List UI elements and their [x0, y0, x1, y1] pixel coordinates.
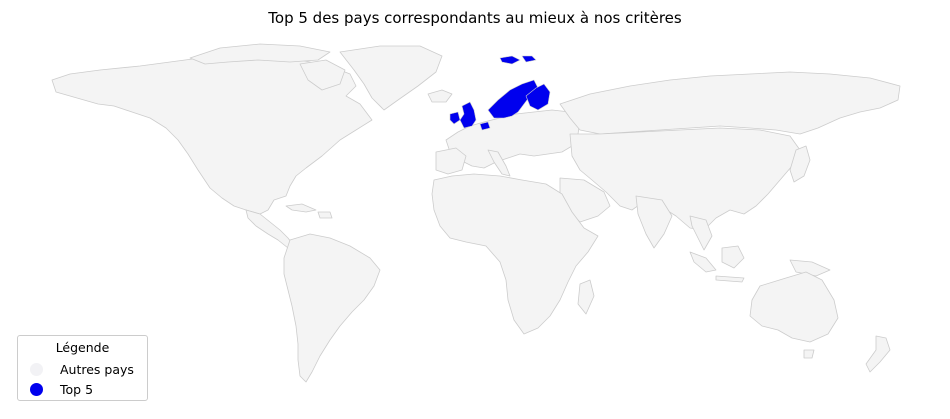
legend-item-autres-pays: Autres pays [30, 360, 134, 378]
baffin-island [299, 59, 346, 91]
legend-marker-icon [30, 362, 43, 376]
central-america [245, 209, 295, 249]
map-legend: Légende Autres pays Top 5 [17, 335, 148, 401]
legend-marker-icon [30, 382, 43, 396]
japan [789, 145, 811, 183]
legend-item-top-5: Top 5 [30, 380, 93, 398]
asia [569, 127, 801, 231]
south-america [283, 233, 381, 383]
tasmania [803, 349, 815, 359]
africa [431, 173, 599, 335]
new-zealand [865, 335, 891, 373]
hispaniola [317, 211, 333, 219]
map-title: Top 5 des pays correspondants au mieux à… [268, 9, 682, 27]
new-guinea [789, 259, 831, 277]
legend-title: Légende [55, 340, 110, 355]
indochina [689, 215, 713, 251]
iberia [435, 147, 467, 175]
finland-shape [525, 83, 551, 111]
legend-label: Top 5 [60, 381, 94, 397]
svalbard-2 [521, 55, 537, 63]
cuba [285, 203, 317, 213]
great-britain [459, 101, 477, 129]
svalbard [499, 55, 521, 65]
sumatra [689, 251, 717, 273]
iceland [427, 89, 453, 103]
ireland [449, 111, 461, 125]
top5-countries [449, 55, 551, 131]
greenland [339, 45, 443, 111]
italy [487, 149, 511, 177]
java [715, 275, 745, 283]
australia [749, 271, 839, 343]
legend-label: Autres pays [60, 361, 134, 377]
india [635, 195, 673, 249]
borneo [721, 245, 745, 269]
madagascar [577, 279, 595, 315]
low-countries [479, 121, 491, 131]
russia [559, 71, 901, 135]
arctic-islands [189, 43, 331, 65]
